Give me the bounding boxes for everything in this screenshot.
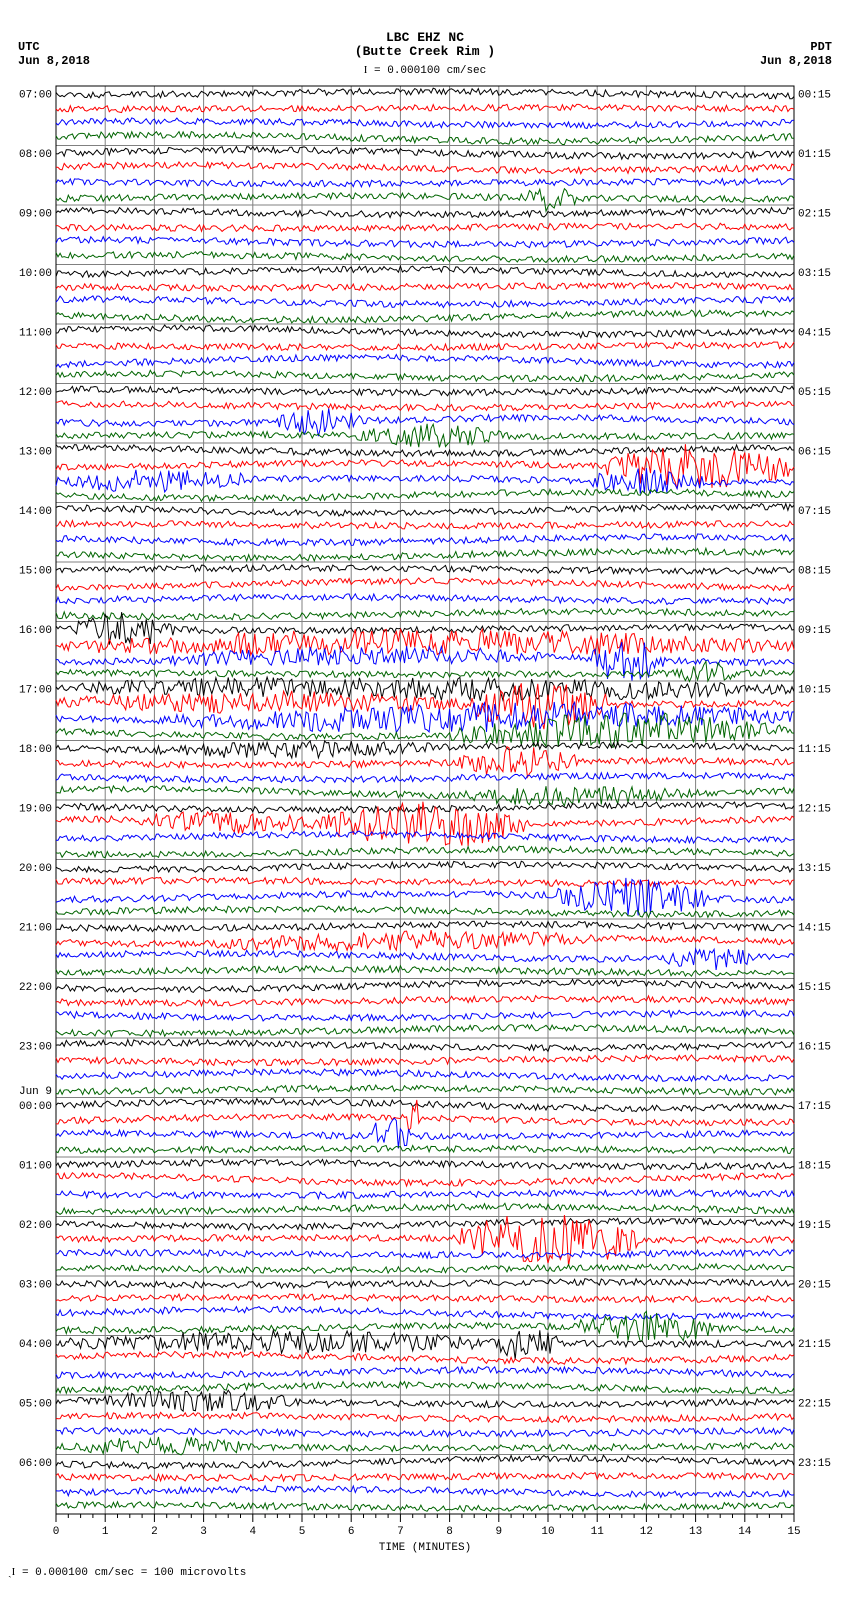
station-name: (Butte Creek Rim ) [355,44,495,59]
svg-text:0: 0 [53,1526,60,1538]
svg-text:5: 5 [299,1526,306,1538]
svg-text:20:15: 20:15 [798,1279,831,1291]
svg-text:06:00: 06:00 [19,1458,52,1470]
svg-text:07:00: 07:00 [19,89,52,101]
svg-text:04:00: 04:00 [19,1339,52,1351]
svg-text:07:15: 07:15 [798,506,831,518]
svg-text:02:00: 02:00 [19,1220,52,1232]
svg-text:09:15: 09:15 [798,625,831,637]
svg-text:1: 1 [102,1526,109,1538]
svg-text:08:15: 08:15 [798,565,831,577]
svg-text:4: 4 [249,1526,256,1538]
svg-text:19:00: 19:00 [19,803,52,815]
svg-text:03:00: 03:00 [19,1279,52,1291]
svg-text:13: 13 [689,1526,702,1538]
svg-text:10:15: 10:15 [798,684,831,696]
svg-text:Jun 9: Jun 9 [19,1086,52,1098]
svg-text:20:00: 20:00 [19,863,52,875]
svg-text:21:00: 21:00 [19,922,52,934]
svg-text:16:15: 16:15 [798,1041,831,1053]
svg-text:18:15: 18:15 [798,1160,831,1172]
timezone-left: UTC [18,40,40,54]
svg-text:18:00: 18:00 [19,744,52,756]
timezone-right: PDT [810,40,832,54]
station-code: LBC EHZ NC [386,30,464,45]
svg-text:14:00: 14:00 [19,506,52,518]
svg-text:2: 2 [151,1526,158,1538]
svg-text:15:00: 15:00 [19,565,52,577]
svg-text:19:15: 19:15 [798,1220,831,1232]
svg-text:8: 8 [446,1526,453,1538]
svg-text:05:15: 05:15 [798,387,831,399]
svg-text:12:00: 12:00 [19,387,52,399]
svg-text:11:00: 11:00 [19,327,52,339]
svg-text:02:15: 02:15 [798,208,831,220]
svg-text:15: 15 [787,1526,800,1538]
svg-text:14:15: 14:15 [798,922,831,934]
svg-text:TIME (MINUTES): TIME (MINUTES) [379,1542,471,1554]
svg-text:15:15: 15:15 [798,982,831,994]
date-right: Jun 8,2018 [760,54,832,68]
svg-text:14: 14 [738,1526,752,1538]
svg-text:9: 9 [495,1526,502,1538]
svg-text:3: 3 [200,1526,207,1538]
svg-text:04:15: 04:15 [798,327,831,339]
svg-text:09:00: 09:00 [19,208,52,220]
svg-text:23:00: 23:00 [19,1041,52,1053]
svg-text:21:15: 21:15 [798,1339,831,1351]
svg-text:11:15: 11:15 [798,744,831,756]
svg-text:13:15: 13:15 [798,863,831,875]
chart-header: LBC EHZ NC (Butte Creek Rim ) I = 0.0001… [0,0,850,80]
svg-text:08:00: 08:00 [19,149,52,161]
svg-text:22:00: 22:00 [19,982,52,994]
svg-text:23:15: 23:15 [798,1458,831,1470]
seismogram-plot: 0123456789101112131415TIME (MINUTES)07:0… [0,80,850,1560]
svg-text:22:15: 22:15 [798,1398,831,1410]
svg-text:00:00: 00:00 [19,1101,52,1113]
svg-text:12:15: 12:15 [798,803,831,815]
svg-text:17:15: 17:15 [798,1101,831,1113]
svg-text:11: 11 [591,1526,605,1538]
svg-text:12: 12 [640,1526,653,1538]
svg-text:13:00: 13:00 [19,446,52,458]
svg-text:16:00: 16:00 [19,625,52,637]
date-left: Jun 8,2018 [18,54,90,68]
footer-scale: ˏI = 0.000100 cm/sec = 100 microvolts [0,1560,850,1589]
svg-text:10:00: 10:00 [19,268,52,280]
svg-text:05:00: 05:00 [19,1398,52,1410]
svg-text:6: 6 [348,1526,355,1538]
svg-text:06:15: 06:15 [798,446,831,458]
scale-indicator: I = 0.000100 cm/sec [364,64,487,77]
svg-text:7: 7 [397,1526,404,1538]
svg-text:03:15: 03:15 [798,268,831,280]
svg-text:00:15: 00:15 [798,89,831,101]
svg-text:01:15: 01:15 [798,149,831,161]
svg-text:01:00: 01:00 [19,1160,52,1172]
svg-text:10: 10 [541,1526,554,1538]
svg-text:17:00: 17:00 [19,684,52,696]
